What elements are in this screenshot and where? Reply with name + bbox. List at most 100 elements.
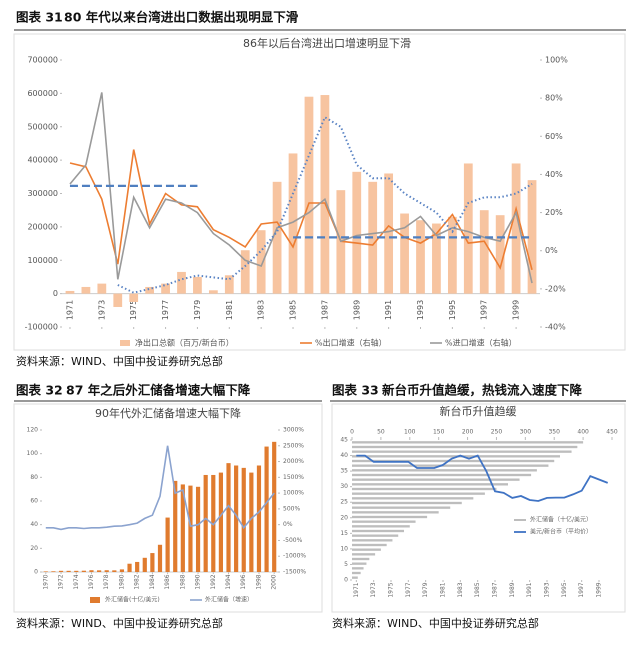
x-tick-label: 1977 [161, 300, 170, 320]
x2-tick-label: 250 [491, 429, 503, 436]
y2-tick-label: 2500% [283, 442, 304, 449]
x2-tick-label: 300 [520, 429, 532, 436]
x-tick-label: 1973 [97, 300, 106, 320]
bar [352, 441, 584, 444]
x-tick-label: 1997 [480, 300, 489, 320]
y-tick-label: 15 [340, 530, 348, 537]
y-tick-label: 45 [340, 437, 348, 444]
bar [129, 293, 139, 302]
x2-tick-label: 200 [462, 429, 474, 436]
bar [113, 293, 123, 307]
x-tick-label: 1985 [289, 300, 298, 320]
y-tick-label: 400000 [27, 156, 58, 165]
y2-tick-label: -40% [545, 323, 566, 332]
bar [352, 553, 376, 556]
bar [193, 276, 202, 294]
y-tick-label: 35 [340, 468, 348, 475]
bar [352, 562, 367, 565]
figure-title: 80 年代以来台湾进出口数据出现明显下滑 [64, 10, 299, 25]
bar [203, 474, 208, 572]
x-tick-label: 1989 [352, 300, 361, 320]
bar [479, 210, 489, 294]
bar [173, 480, 178, 572]
y2-tick-label: 20% [545, 208, 563, 217]
legend-label: 外汇储备(十亿/美元) [105, 596, 160, 604]
legend-label: %出口增速（右轴） [315, 338, 387, 348]
bar [352, 450, 572, 453]
y-tick-label: 600000 [27, 89, 58, 98]
bar [511, 163, 521, 294]
bar [218, 472, 223, 572]
y-tick-label: 120 [27, 427, 39, 434]
bar [161, 283, 170, 294]
y-tick-label: 20 [30, 545, 38, 552]
bar [352, 473, 532, 477]
legend-label: 外汇储备（十亿/美元） [530, 516, 592, 524]
bar [352, 511, 439, 514]
bar [157, 544, 163, 572]
x-tick-label: 1997 [578, 582, 585, 597]
chart-frame [13, 403, 323, 613]
y-tick-label: 60 [30, 498, 38, 505]
y2-tick-label: 80% [545, 94, 563, 103]
bar [195, 486, 201, 572]
chart-frame [331, 403, 626, 613]
y-tick-label: 100000 [27, 256, 58, 265]
x-tick-label: 1987 [492, 582, 499, 597]
bar [463, 163, 473, 294]
bar [352, 548, 381, 551]
bar [249, 472, 254, 572]
x-tick-label: 2000 [271, 574, 278, 589]
line-series [117, 115, 533, 294]
y2-tick-label: 3000% [283, 427, 304, 434]
bar [352, 478, 520, 481]
bar [352, 464, 549, 467]
bar [97, 570, 102, 572]
x-tick-label: 1979 [422, 582, 429, 597]
source: 资料来源：WIND、中国中投证券研究总部 [16, 616, 223, 630]
bar [352, 525, 410, 528]
bar [416, 220, 425, 294]
bar [177, 271, 186, 294]
x2-tick-label: 0 [350, 429, 354, 436]
y-tick-label: 300000 [27, 189, 58, 198]
x-tick-label: 1989 [509, 582, 516, 597]
chart-frame [13, 33, 626, 351]
bar [150, 553, 155, 572]
source: 资料来源：WIND、中国中投证券研究总部 [332, 616, 539, 630]
bar [119, 569, 125, 572]
bar [142, 557, 147, 572]
figure-title: 新台币升值趋缓，热钱流入速度下降 [382, 383, 583, 398]
bar [256, 465, 262, 572]
chart-title: 86年以后台湾进出口增速明显下滑 [243, 36, 411, 50]
x-tick-label: 1983 [457, 582, 464, 597]
bar [352, 445, 578, 449]
y-tick-label: 40 [30, 521, 38, 528]
y2-tick-label: 1000% [283, 490, 304, 497]
y2-tick-label: -20% [545, 284, 566, 293]
line-series [356, 454, 609, 502]
bar [240, 250, 250, 294]
bar [127, 563, 132, 572]
legend-label: 净出口总额（百万/新台币） [135, 338, 234, 348]
x-tick-label: 1976 [88, 574, 95, 589]
figure-label: 图表 33 [332, 383, 379, 398]
x2-tick-label: 50 [377, 429, 385, 436]
bar [352, 171, 362, 294]
bar [234, 465, 239, 572]
bar [352, 543, 387, 547]
bar [272, 441, 277, 572]
figure-label: 图表 32 [16, 383, 63, 398]
legend-label: %进口增速（右轴） [445, 338, 517, 348]
legend-swatch [90, 597, 100, 603]
x-tick-label: 1993 [416, 300, 425, 320]
y2-tick-label: -1500% [283, 569, 306, 576]
bar [352, 529, 404, 533]
chart-title: 新台币升值趋缓 [440, 404, 517, 418]
bar [256, 230, 266, 294]
figure-label: 图表 31 [16, 10, 63, 25]
y-tick-label: 700000 [27, 56, 58, 65]
y2-tick-label: 0% [545, 246, 558, 255]
x2-tick-label: 350 [548, 429, 560, 436]
